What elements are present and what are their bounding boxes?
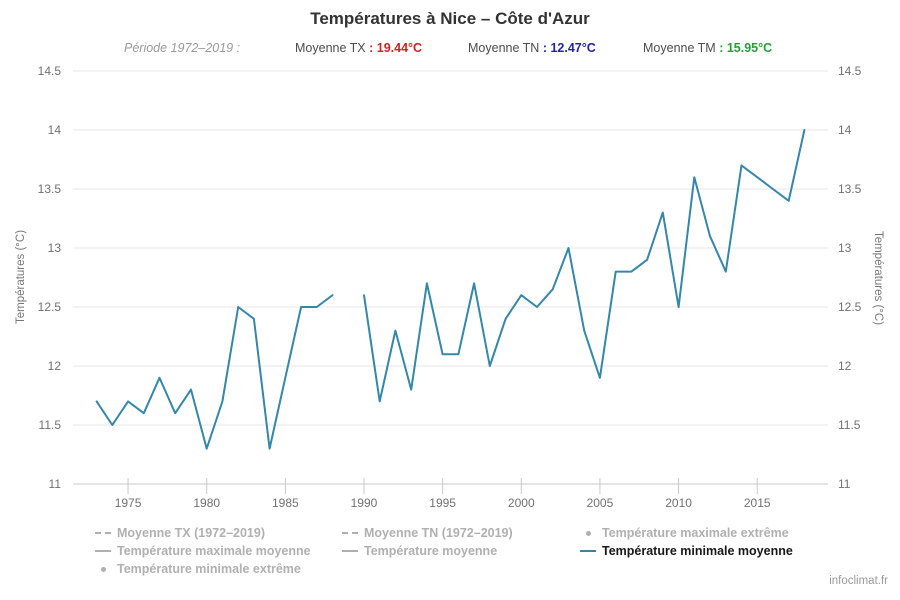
y-axis-title-right: Températures (°C) (872, 231, 884, 325)
dashed-line-icon (342, 532, 358, 534)
legend-item-label: Température moyenne (364, 544, 498, 558)
legend-item-temp-rature-minimale-extr-me[interactable]: Température minimale extrême (95, 560, 342, 578)
legend-item-label: Température minimale moyenne (602, 544, 793, 558)
y-tick-label-right: 13.5 (838, 182, 862, 196)
y-tick-label-right: 11 (838, 477, 851, 491)
legend-item-moyenne-tn-1972-2019[interactable]: Moyenne TN (1972–2019) (342, 524, 580, 542)
y-tick-label-left: 14.5 (38, 64, 62, 78)
stat-moyenne-tx: Moyenne TX : 19.44°C (295, 41, 422, 55)
legend-item-label: Température minimale extrême (117, 562, 301, 576)
chart-subtitle: Période 1972–2019 : Moyenne TX : 19.44°C… (0, 40, 900, 58)
y-tick-label-right: 12 (838, 359, 852, 373)
stat-label: Moyenne TX (295, 41, 366, 55)
x-tick-label: 2005 (587, 496, 614, 510)
y-tick-label-left: 12.5 (38, 300, 62, 314)
solid-line-icon (95, 550, 111, 552)
dot-marker-icon (580, 530, 596, 536)
x-tick-label: 1975 (115, 496, 142, 510)
y-tick-label-right: 12.5 (838, 300, 862, 314)
y-tick-label-left: 14 (48, 123, 62, 137)
stat-label: Moyenne TM (643, 41, 716, 55)
y-tick-label-left: 12 (48, 359, 62, 373)
y-tick-label-left: 13.5 (38, 182, 62, 196)
solid-line-icon (580, 550, 596, 552)
y-tick-label-left: 11.5 (39, 418, 62, 432)
periode-label: Période 1972–2019 : (124, 41, 241, 55)
y-tick-label-left: 13 (48, 241, 62, 255)
legend-item-label: Moyenne TN (1972–2019) (364, 526, 513, 540)
x-tick-label: 1980 (193, 496, 220, 510)
stat-value: : 15.95°C (715, 41, 773, 55)
watermark-infoclimat: infoclimat.fr (829, 575, 888, 587)
stat-moyenne-tn: Moyenne TN : 12.47°C (468, 41, 596, 55)
stat-moyenne-tm: Moyenne TM : 15.95°C (643, 41, 772, 55)
series-line[interactable] (95, 129, 806, 450)
y-tick-label-left: 11 (49, 477, 62, 491)
legend-item-temp-rature-minimale-moyenne[interactable]: Température minimale moyenne (580, 542, 835, 560)
x-tick-label: 2000 (508, 496, 535, 510)
y-axis-title-left: Températures (°C) (15, 230, 27, 324)
solid-line-icon (342, 550, 358, 552)
legend-item-temp-rature-moyenne[interactable]: Température moyenne (342, 542, 580, 560)
x-tick-label: 2010 (665, 496, 692, 510)
chart-title: Températures à Nice – Côte d'Azur (310, 9, 590, 28)
legend-item-moyenne-tx-1972-2019[interactable]: Moyenne TX (1972–2019) (95, 524, 342, 542)
legend-item-temp-rature-maximale-extr-me[interactable]: Température maximale extrême (580, 524, 835, 542)
y-tick-label-right: 11.5 (838, 418, 861, 432)
legend-item-label: Température maximale moyenne (117, 544, 311, 558)
chart-legend: Moyenne TX (1972–2019) Moyenne TN (1972–2… (95, 524, 835, 578)
stat-label: Moyenne TN (468, 41, 540, 55)
x-tick-label: 2015 (744, 496, 771, 510)
dashed-line-icon (95, 532, 111, 534)
y-tick-label-right: 14 (838, 123, 852, 137)
legend-item-label: Moyenne TX (1972–2019) (117, 526, 265, 540)
y-tick-label-right: 14.5 (838, 64, 862, 78)
legend-item-label: Température maximale extrême (602, 526, 789, 540)
x-tick-label: 1995 (429, 496, 456, 510)
stat-value: : 19.44°C (365, 41, 423, 55)
x-tick-label: 1985 (272, 496, 299, 510)
x-tick-label: 1990 (351, 496, 378, 510)
stat-value: : 12.47°C (539, 41, 596, 55)
legend-item-temp-rature-maximale-moyenne[interactable]: Température maximale moyenne (95, 542, 342, 560)
y-tick-label-right: 13 (838, 241, 852, 255)
dot-marker-icon (95, 566, 111, 572)
